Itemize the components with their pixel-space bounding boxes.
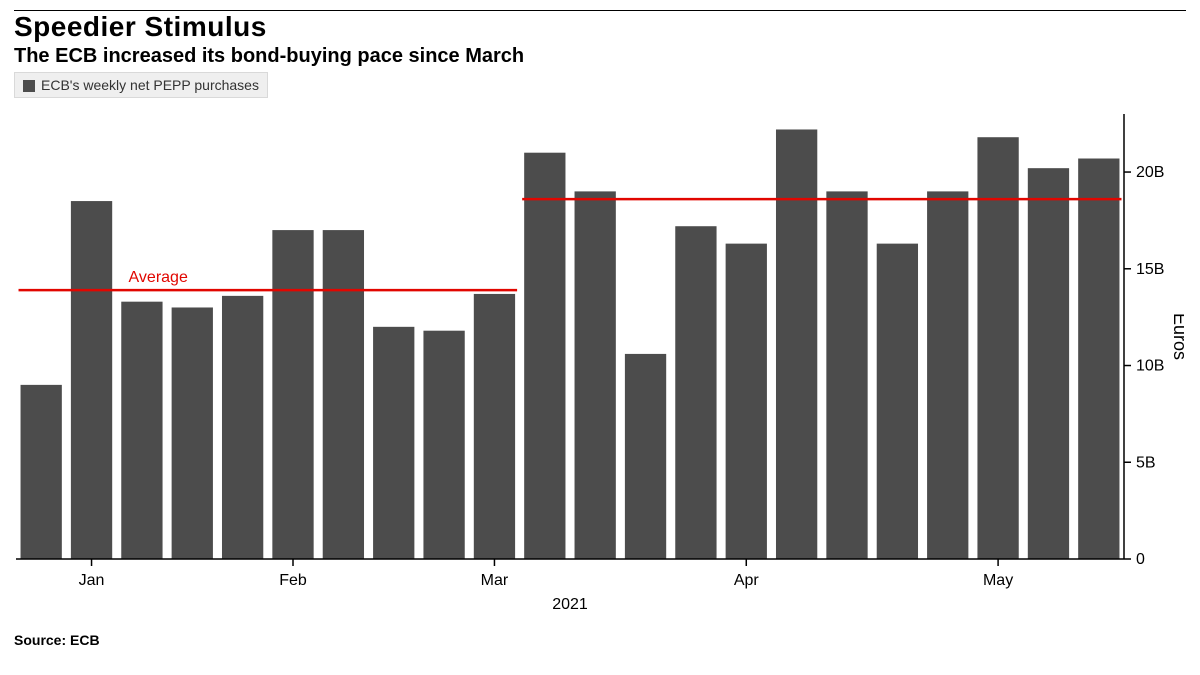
bar — [71, 201, 112, 559]
bar — [977, 137, 1018, 559]
y-axis-title: Euros — [1170, 313, 1184, 360]
bar — [726, 244, 767, 559]
bar — [1078, 159, 1119, 560]
y-tick-label: 0 — [1136, 551, 1145, 568]
chart-container: { "header": { "title": "Speedier Stimulu… — [0, 0, 1200, 675]
y-tick-label: 10B — [1136, 358, 1164, 375]
legend-swatch — [23, 80, 35, 92]
y-tick-label: 20B — [1136, 164, 1164, 181]
bar — [222, 296, 263, 559]
bar — [323, 230, 364, 559]
y-tick-label: 15B — [1136, 261, 1164, 278]
bar-chart: Average 0 5B 10B 15B 20B Euros Jan Feb Mar Apr May 2… — [14, 104, 1184, 624]
average-label: Average — [129, 269, 188, 286]
source-line: Source: ECB — [14, 632, 1186, 648]
bar — [826, 191, 867, 559]
y-tick-label: 5B — [1136, 454, 1156, 471]
bar — [172, 307, 213, 559]
chart-title: Speedier Stimulus — [14, 11, 1186, 43]
bar — [776, 129, 817, 559]
legend: ECB's weekly net PEPP purchases — [14, 72, 268, 98]
bar — [423, 331, 464, 559]
bar — [272, 230, 313, 559]
x-axis-title: 2021 — [552, 596, 588, 613]
x-tick-label: Mar — [481, 572, 509, 589]
bar — [474, 294, 515, 559]
bar — [21, 385, 62, 559]
bar — [625, 354, 666, 559]
x-tick-label: Feb — [279, 572, 307, 589]
chart-subtitle: The ECB increased its bond-buying pace s… — [14, 45, 1186, 68]
bar — [1028, 168, 1069, 559]
bar — [877, 244, 918, 559]
x-tick-label: Apr — [734, 572, 760, 589]
bar — [373, 327, 414, 559]
chart-area: Average 0 5B 10B 15B 20B Euros Jan Feb Mar Apr May 2… — [14, 104, 1186, 624]
x-tick-label: Jan — [79, 572, 105, 589]
bar — [575, 191, 616, 559]
bar — [927, 191, 968, 559]
x-tick-label: May — [983, 572, 1013, 589]
bar — [121, 302, 162, 559]
legend-label: ECB's weekly net PEPP purchases — [41, 77, 259, 93]
bar — [675, 226, 716, 559]
bar — [524, 153, 565, 559]
